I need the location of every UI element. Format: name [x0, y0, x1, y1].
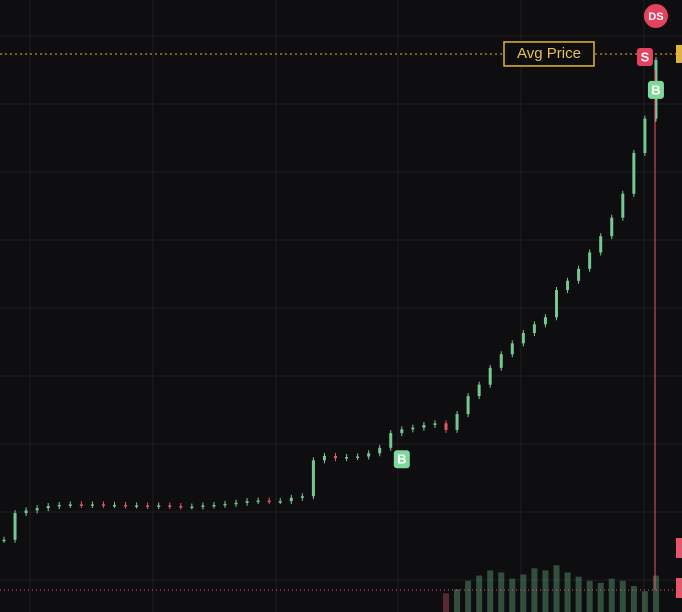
- candle: [245, 501, 249, 503]
- candle: [532, 324, 536, 334]
- candle: [179, 506, 183, 508]
- candle: [2, 539, 6, 542]
- candle: [256, 500, 260, 503]
- candle: [212, 504, 216, 507]
- candle: [113, 504, 116, 507]
- candle: [101, 504, 105, 506]
- candle: [46, 506, 50, 509]
- candle: [278, 501, 282, 503]
- candle: [378, 447, 382, 454]
- candle: [577, 268, 581, 281]
- candle: [334, 455, 337, 459]
- volume-bar: [454, 589, 461, 612]
- candle: [157, 505, 161, 507]
- candle: [289, 497, 293, 502]
- candle: [57, 504, 61, 507]
- candle: [124, 504, 128, 507]
- candle: [90, 504, 94, 506]
- sell-marker: [636, 47, 653, 66]
- candle: [311, 460, 315, 497]
- buy-marker: [647, 80, 664, 99]
- candle: [621, 193, 625, 218]
- event-marker: [643, 4, 668, 28]
- volume-bar: [476, 575, 483, 612]
- sell-marker-label: S: [641, 49, 650, 64]
- volume-bar: [509, 578, 516, 612]
- volume-bar: [498, 572, 505, 612]
- candle: [400, 429, 404, 434]
- volume-bar: [586, 580, 593, 612]
- candle: [455, 414, 459, 430]
- volume-bar: [553, 565, 560, 612]
- candle: [168, 505, 172, 507]
- candle: [510, 343, 514, 355]
- candle: [300, 496, 304, 498]
- candle: [367, 453, 371, 457]
- candle: [643, 118, 647, 153]
- volume-bar: [465, 580, 472, 612]
- candle: [411, 427, 415, 430]
- candle: [35, 508, 39, 511]
- candle: [466, 396, 470, 415]
- price-tag: [676, 578, 682, 598]
- volume-bar: [531, 568, 538, 612]
- candle: [599, 236, 603, 253]
- candle: [201, 505, 205, 507]
- volume-bar: [487, 570, 494, 612]
- candle: [24, 510, 28, 514]
- volume-bar: [608, 578, 615, 612]
- candle: [588, 252, 592, 269]
- candle: [543, 317, 547, 325]
- avg-price-label: Avg Price: [517, 45, 581, 62]
- volume-bar: [630, 586, 637, 612]
- candle: [190, 506, 194, 509]
- volume-bar: [564, 572, 571, 612]
- candle: [79, 504, 83, 506]
- avg-price-box: [503, 41, 595, 67]
- volume-bars: [443, 565, 659, 612]
- buy-marker-label: B: [651, 82, 660, 97]
- candle: [146, 505, 150, 507]
- buy-marker: [393, 450, 410, 469]
- event-marker-label: DS: [648, 11, 663, 23]
- overlay: Avg Price B S B DS: [0, 4, 682, 598]
- candle: [267, 500, 271, 503]
- candle: [566, 280, 570, 291]
- candle: [488, 367, 492, 385]
- volume-bar: [520, 574, 527, 612]
- volume-bar: [542, 570, 549, 612]
- candle: [356, 456, 360, 459]
- price-tag: [676, 538, 682, 558]
- candle: [499, 354, 503, 368]
- candle: [477, 384, 481, 397]
- price-tag: [676, 44, 682, 63]
- candle: [632, 152, 636, 194]
- candle: [555, 290, 558, 318]
- volume-bar: [597, 582, 604, 612]
- buy-marker-label: B: [397, 452, 406, 467]
- candle: [422, 424, 426, 428]
- candle: [444, 423, 448, 430]
- volume-bar: [575, 576, 582, 612]
- volume-bar: [443, 593, 449, 612]
- volume-bar: [619, 580, 626, 612]
- volume-bar: [652, 575, 659, 612]
- candle: [223, 503, 227, 506]
- candle: [610, 217, 614, 237]
- candle: [521, 333, 525, 344]
- candle: [389, 433, 393, 448]
- candle: [135, 505, 139, 507]
- candle: [13, 513, 17, 540]
- candle: [433, 423, 437, 425]
- candle: [322, 455, 326, 461]
- candle: [68, 504, 72, 506]
- volume-bar: [641, 591, 648, 612]
- candle: [234, 502, 238, 505]
- candle: [345, 457, 349, 459]
